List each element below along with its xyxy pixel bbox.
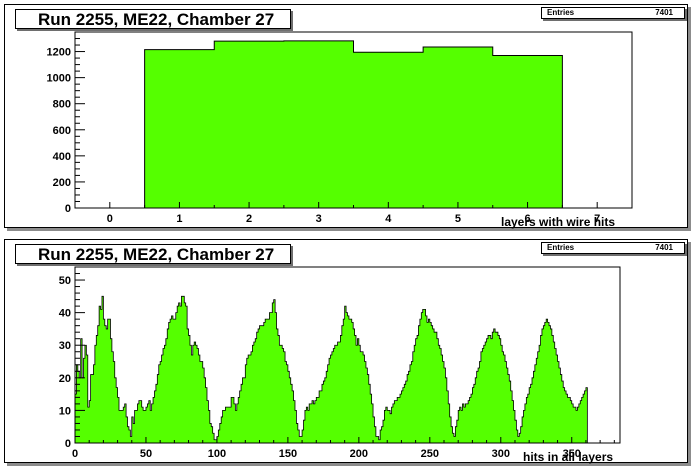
bottom-x-tick-label: 350 <box>563 448 581 460</box>
top-x-tick-label: 7 <box>594 213 600 225</box>
bottom-y-tick-label: 10 <box>59 405 71 417</box>
top-x-tick-label: 2 <box>246 213 252 225</box>
top-y-tick-label: 1000 <box>47 73 71 85</box>
bottom-x-axis-title: hits in all layers <box>523 450 614 464</box>
bottom-chart-title: Run 2255, ME22, Chamber 27 <box>15 244 291 264</box>
top-y-tick-label: 200 <box>53 177 71 189</box>
bottom-histogram-pad: 0 10 20 30 40 50 0 50 100 150 200 250 300 350 Run 225… <box>4 239 688 464</box>
bottom-histogram-bars <box>74 295 588 444</box>
top-y-tick-label: 1200 <box>47 47 71 59</box>
bottom-x-tick-label: 100 <box>208 448 226 460</box>
bottom-y-tick-label: 30 <box>59 340 71 352</box>
top-x-tick-label: 6 <box>525 213 531 225</box>
top-x-tick-label: 4 <box>385 213 392 225</box>
bottom-x-tick-label: 50 <box>140 448 152 460</box>
bottom-stats-value: 7401 <box>655 243 673 252</box>
top-histogram-svg: 0 200 400 600 800 1000 1200 0 1 2 3 4 5 6 7 <box>47 31 633 225</box>
top-stats-value: 7401 <box>655 8 673 17</box>
bottom-y-tick-label: 20 <box>59 373 71 385</box>
bottom-x-tick-label: 300 <box>492 448 510 460</box>
top-y-tick-label: 800 <box>53 99 71 111</box>
top-y-tick-label: 0 <box>65 203 71 215</box>
top-histogram-bars <box>144 40 563 209</box>
top-x-tick-label: 1 <box>176 213 182 225</box>
bottom-x-tick-label: 250 <box>421 448 439 460</box>
top-x-tick-label: 0 <box>107 213 113 225</box>
top-x-axis-title: layers with wire hits <box>501 215 616 229</box>
bottom-y-tick-label: 50 <box>59 275 71 287</box>
top-chart-title: Run 2255, ME22, Chamber 27 <box>15 9 291 29</box>
top-y-tick-label: 600 <box>53 125 71 137</box>
top-histogram-pad: 0 200 400 600 800 1000 1200 0 1 2 3 4 5 6 7 Run 2255, … <box>4 4 688 229</box>
bottom-x-tick-label: 150 <box>279 448 297 460</box>
top-x-tick-label: 3 <box>316 213 322 225</box>
bottom-plot-frame <box>74 266 621 444</box>
bottom-histogram-svg: 0 10 20 30 40 50 0 50 100 150 200 250 300 350 <box>59 266 621 460</box>
top-x-tick-label: 5 <box>455 213 461 225</box>
bottom-stats-label: Entries <box>547 243 575 252</box>
bottom-x-tick-label: 200 <box>350 448 368 460</box>
bottom-stats-box: Entries 7401 <box>541 242 685 254</box>
top-stats-box: Entries 7401 <box>541 7 685 19</box>
bottom-y-tick-label: 0 <box>65 438 71 450</box>
top-y-tick-label: 400 <box>53 151 71 163</box>
bottom-y-tick-label: 40 <box>59 308 71 320</box>
bottom-x-tick-label: 0 <box>72 448 78 460</box>
top-stats-label: Entries <box>547 8 575 17</box>
